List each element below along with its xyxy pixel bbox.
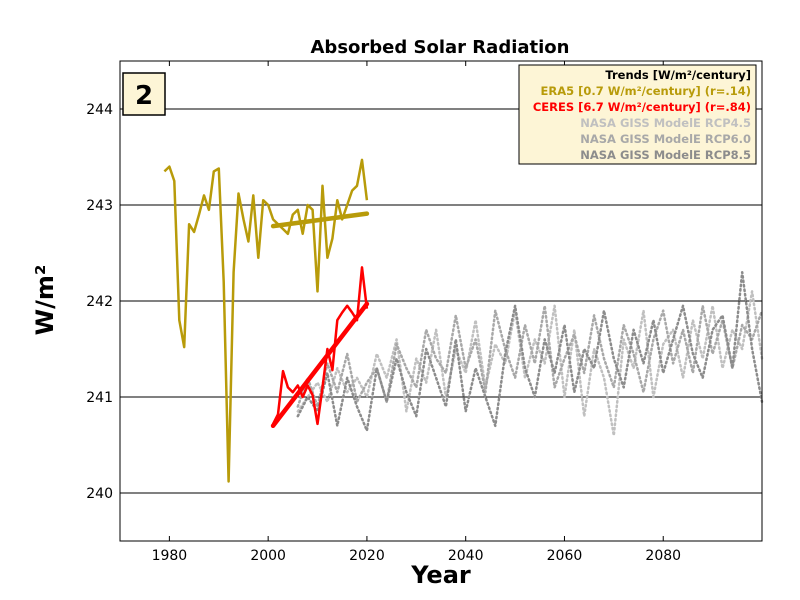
series-line-rcp45 [296, 290, 764, 437]
legend: Trends [W/m²/century] ERA5 [0.7 W/m²/cen… [518, 64, 757, 165]
y-tick-label: 243 [86, 198, 113, 214]
panel-label-background [122, 72, 166, 116]
panel-label-box: 2 [122, 72, 166, 116]
series-line-ceres [271, 266, 369, 426]
y-tick-label: 242 [86, 294, 113, 310]
legend-entry: NASA GISS ModelE RCP8.5 [580, 148, 751, 162]
panel-label: 2 [135, 81, 153, 111]
trend-line-era5-trend [270, 211, 370, 229]
legend-entry: NASA GISS ModelE RCP6.0 [580, 132, 751, 146]
series-line-era5 [163, 158, 369, 483]
chart-title: Absorbed Solar Radiation [311, 37, 570, 58]
axis-ticks: 240 241 242 243 244 1980 2000 2020 2040 2060 2080 [86, 61, 681, 564]
legend-entry: ERA5 [0.7 W/m²/century] (r=.14) [541, 84, 751, 98]
x-tick-label: 2040 [448, 548, 484, 564]
trend-line-ceres-trend [270, 301, 370, 429]
legend-entry: CERES [6.7 W/m²/century] (r=.84) [533, 100, 751, 114]
y-axis-label: W/m² [31, 265, 59, 336]
series-layer [163, 158, 764, 483]
x-axis-label: Year [410, 561, 471, 589]
x-tick-label: 1980 [152, 548, 188, 564]
legend-box [518, 64, 757, 165]
x-tick-label: 2080 [645, 548, 681, 564]
y-tick-label: 240 [86, 486, 113, 502]
y-tick-label: 244 [86, 102, 113, 118]
y-tick-label: 241 [86, 390, 113, 406]
x-tick-label: 2020 [349, 548, 385, 564]
legend-title: Trends [W/m²/century] [605, 68, 751, 82]
x-tick-label: 2060 [547, 548, 583, 564]
series-line-rcp85 [296, 270, 764, 432]
series-line-rcp60 [296, 304, 764, 408]
legend-entry: NASA GISS ModelE RCP4.5 [580, 116, 751, 130]
x-tick-label: 2000 [250, 548, 286, 564]
